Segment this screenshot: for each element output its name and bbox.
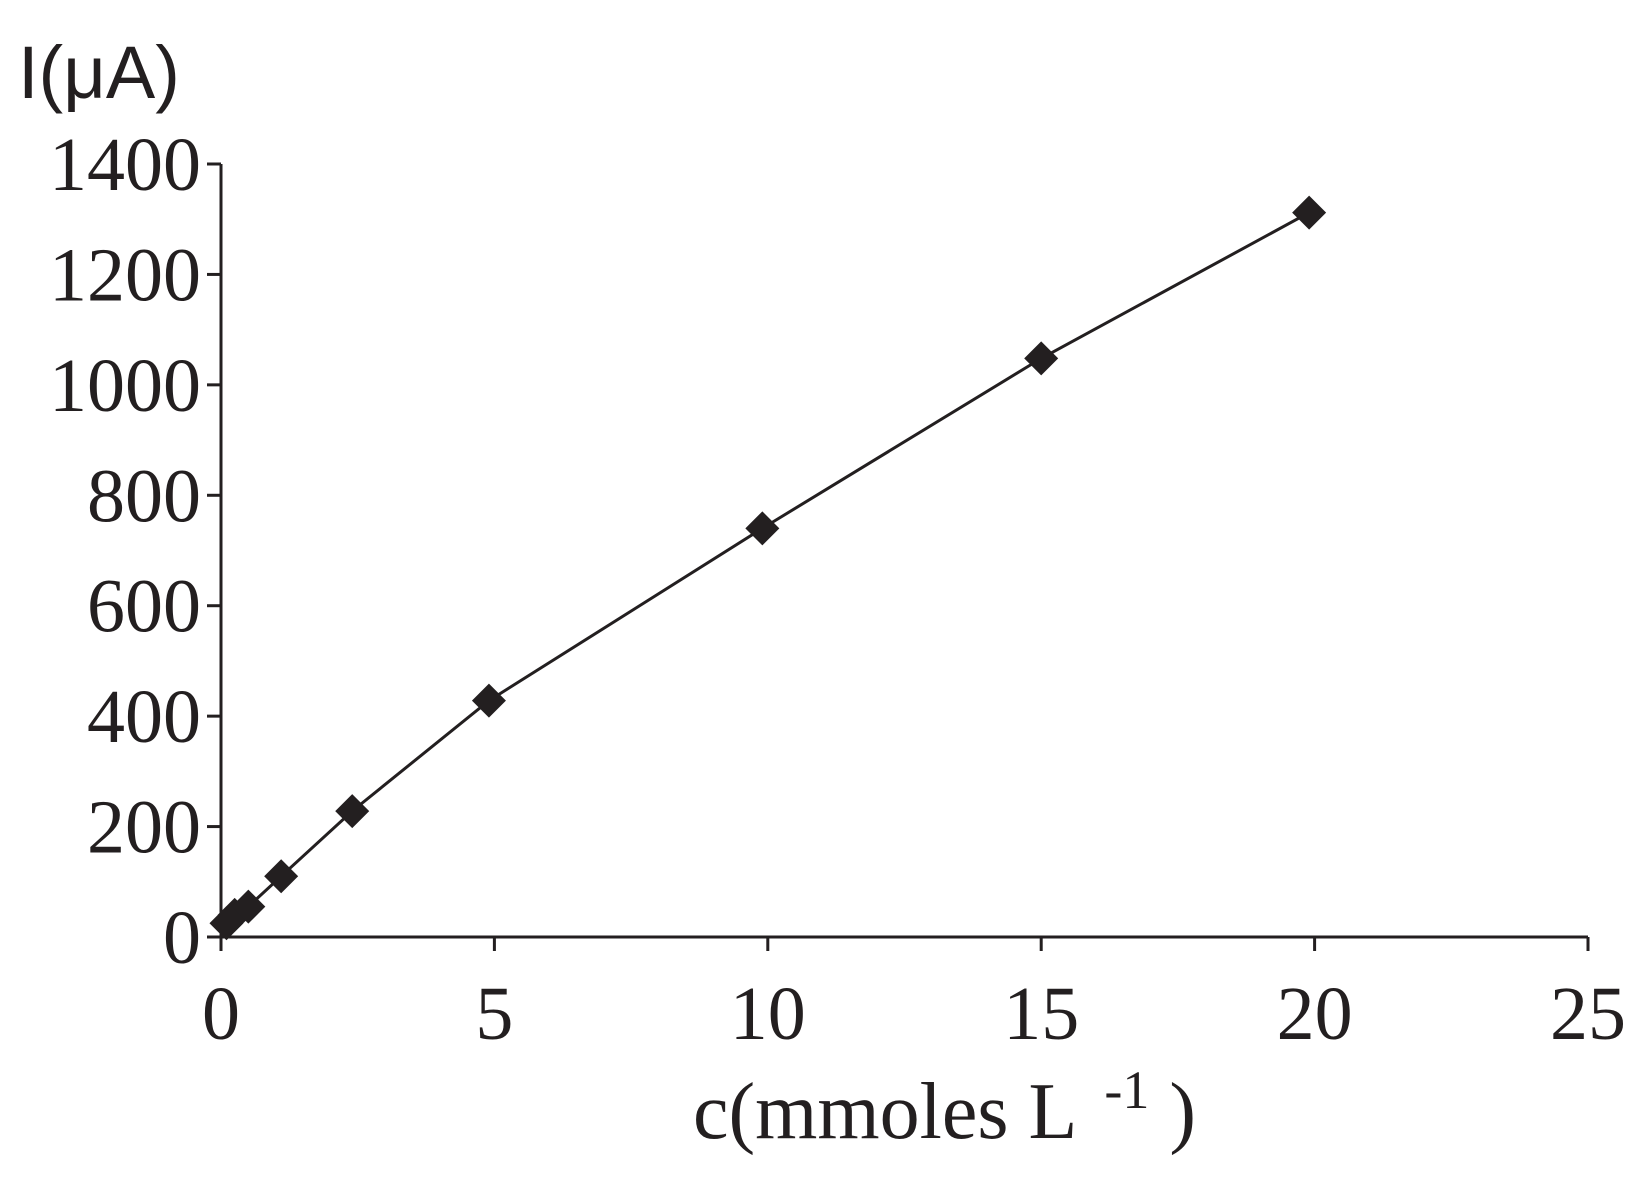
data-point [471, 683, 506, 718]
y-tick-label: 0 [163, 896, 201, 980]
y-axis-title: I(μA) [18, 31, 180, 114]
data-markers [209, 195, 1327, 941]
data-point [1292, 195, 1327, 230]
data-point [231, 889, 266, 924]
x-axis-title-superscript: -1 [1104, 1060, 1149, 1120]
x-axis-title: c(mmoles L -1 ) [693, 1038, 1196, 1156]
y-tick-label: 1000 [49, 344, 201, 428]
y-tick-label: 1200 [49, 233, 201, 317]
data-point [264, 859, 299, 894]
x-tick-label: 5 [475, 972, 513, 1056]
x-tick-label: 10 [730, 972, 806, 1056]
x-tick-label: 0 [202, 972, 240, 1056]
x-tick-label: 15 [1003, 972, 1079, 1056]
x-tick-label: 25 [1550, 972, 1626, 1056]
x-axis-title-main: c(mmoles L [693, 1068, 1074, 1156]
data-point [1024, 341, 1059, 376]
data-point [745, 511, 780, 546]
x-tick-label: 20 [1277, 972, 1353, 1056]
data-point [335, 794, 370, 829]
x-axis-title-close: ) [1169, 1068, 1196, 1156]
series-line [225, 211, 1310, 925]
y-tick-label: 1400 [49, 123, 201, 207]
y-tick-label: 800 [87, 454, 201, 538]
axes [219, 164, 1588, 939]
y-tick-label: 600 [87, 565, 201, 649]
x-ticks: 0 5 10 15 20 25 [202, 937, 1626, 1056]
y-ticks: 0 200 400 600 800 1000 1200 1400 [49, 123, 221, 980]
y-tick-label: 400 [87, 675, 201, 759]
y-tick-label: 200 [87, 786, 201, 870]
